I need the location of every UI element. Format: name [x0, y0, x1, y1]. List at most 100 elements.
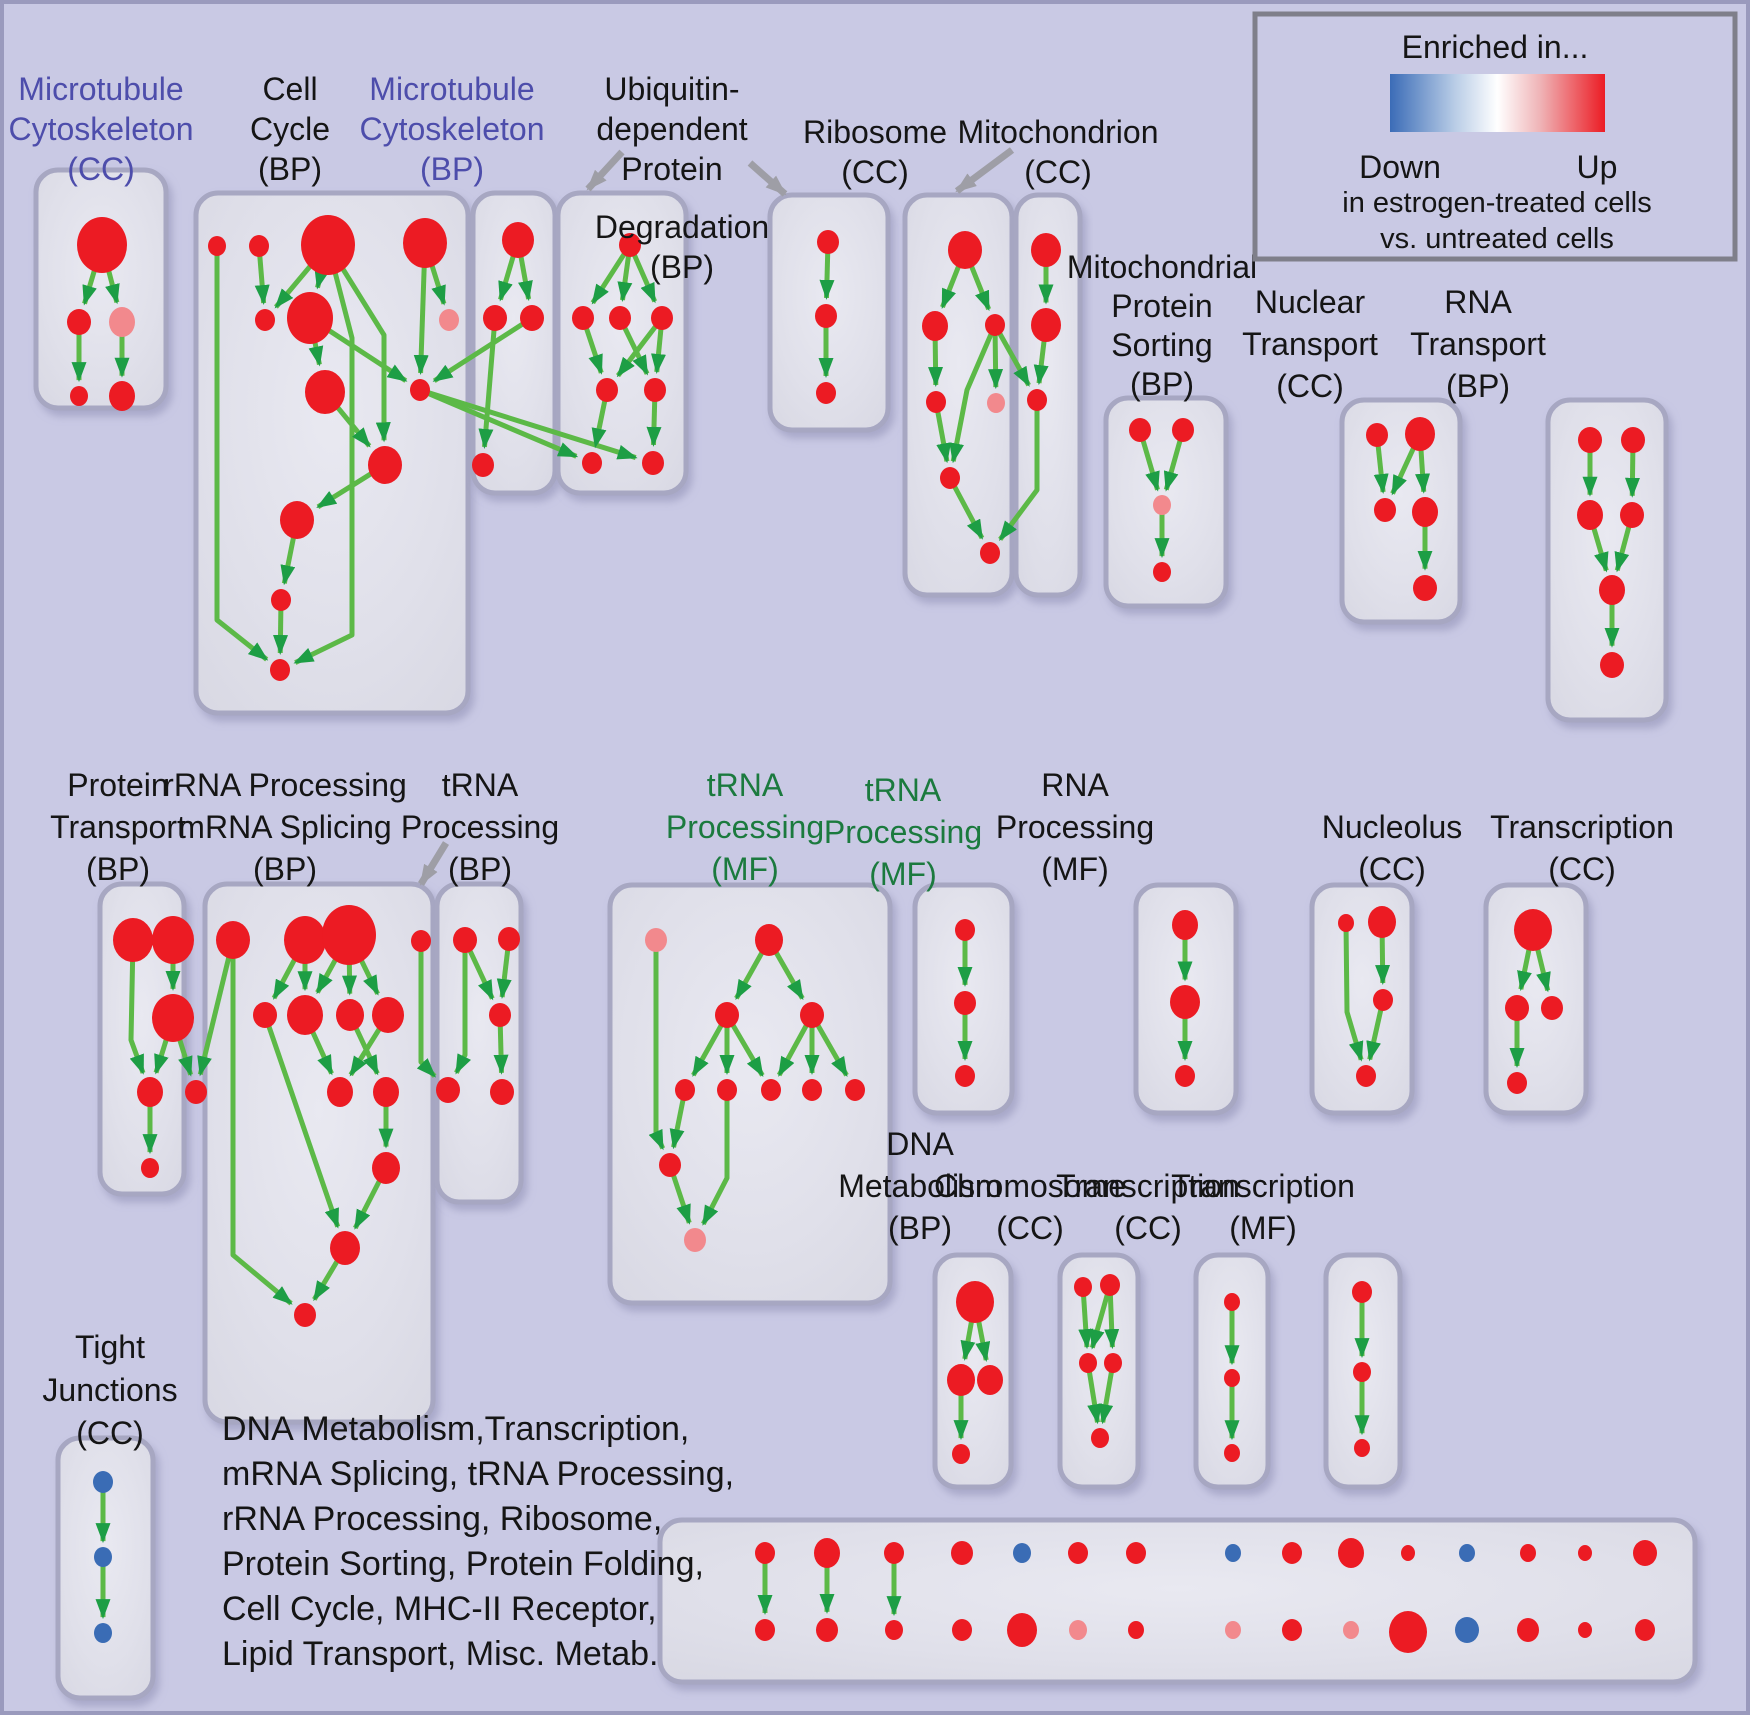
- node-cc5: [255, 309, 275, 331]
- box-microtubule-cc: [33, 167, 169, 411]
- edge-rrJ-tb4: [416, 941, 437, 1078]
- node-tc2: [1505, 995, 1529, 1021]
- node-w4t: [951, 1541, 973, 1565]
- node-w2b: [816, 1618, 838, 1642]
- node-cc12: [271, 589, 291, 611]
- legend-box: [1252, 11, 1738, 262]
- node-w11b: [1389, 1611, 1427, 1653]
- node-ubc1: [817, 230, 839, 254]
- node-pm7: [761, 1079, 781, 1101]
- node-cc11: [280, 501, 314, 539]
- node-w6t: [1068, 1542, 1088, 1564]
- node-w3t: [884, 1542, 904, 1564]
- node-tg2: [1224, 1369, 1240, 1387]
- label-ubiquitin-degradation-a: Ubiquitin-dependent Protein: [596, 71, 747, 187]
- node-pt1: [113, 918, 153, 962]
- label-microtubule-bp: Microtubule Cytoskeleton (BP): [360, 71, 545, 187]
- edge-tb1-tb4: [454, 940, 471, 1075]
- node-rt3: [1577, 500, 1603, 530]
- edge-mtb3-cc9: [432, 315, 534, 383]
- node-w6b: [1069, 1620, 1087, 1640]
- node-cc3: [301, 215, 355, 275]
- edge-pt1-pt4: [128, 939, 146, 1075]
- node-ch2: [1100, 1274, 1120, 1296]
- node-rrE: [185, 1080, 207, 1104]
- node-tb2: [498, 927, 520, 951]
- node-w5b: [1007, 1613, 1037, 1647]
- node-ub1: [619, 233, 641, 257]
- node-cc2: [249, 235, 269, 257]
- node-rrO: [327, 1077, 353, 1107]
- label-mitochondrion: Mitochondrion (CC): [958, 114, 1159, 190]
- node-rt2: [1621, 427, 1645, 453]
- node-mtb3: [520, 305, 544, 331]
- node-cc4: [403, 218, 447, 268]
- node-ubc2: [815, 304, 837, 328]
- node-w8b: [1225, 1621, 1241, 1639]
- label-ubiquitin-degradation-b: Degradation (BP): [595, 209, 769, 285]
- node-pm10: [659, 1153, 681, 1177]
- edge-mtb2-mtb4: [478, 317, 498, 449]
- node-ub4: [651, 306, 673, 330]
- node-cc8: [305, 370, 345, 414]
- edge-cc9-ub7: [419, 387, 579, 459]
- node-w13b: [1517, 1618, 1539, 1642]
- box-mixed-singletons: [657, 1517, 1698, 1685]
- node-pt5: [141, 1158, 159, 1178]
- node-tc3: [1541, 996, 1563, 1020]
- legend-subtitle-2: vs. untreated cells: [1380, 223, 1614, 255]
- node-tb3: [489, 1003, 511, 1027]
- edge-rb3-mi3: [992, 323, 1031, 387]
- node-w9b: [1282, 1619, 1302, 1641]
- annotation-arrow-ubiquitin-right: [747, 160, 788, 197]
- node-tc4: [1507, 1072, 1527, 1094]
- node-rrR: [330, 1231, 360, 1265]
- node-w10b: [1343, 1621, 1359, 1639]
- node-rrJ: [411, 930, 431, 952]
- node-w15b: [1635, 1619, 1655, 1641]
- node-rt5: [1599, 575, 1625, 605]
- node-tm1: [1352, 1281, 1372, 1303]
- node-pt3: [152, 994, 194, 1042]
- node-rb4: [926, 391, 946, 413]
- label-trna-processing-mf-2: tRNA Processing (MF): [824, 772, 982, 892]
- node-ch1: [1074, 1277, 1092, 1297]
- node-w7b: [1128, 1621, 1144, 1639]
- node-a3: [109, 307, 135, 337]
- node-tb5: [490, 1079, 514, 1105]
- label-tight-junctions: Tight Junctions (CC): [42, 1329, 177, 1451]
- label-ribosome: Ribosome (CC): [803, 114, 947, 190]
- node-nt1: [1366, 423, 1388, 447]
- node-ub5: [596, 378, 618, 402]
- edge-ub4-ub5: [616, 316, 664, 378]
- label-nuclear-transport: Nuclear Transport (CC): [1242, 284, 1378, 404]
- edge-ch1-ch3: [1078, 1286, 1094, 1350]
- edge-mi3-rb7: [998, 400, 1040, 541]
- annotation-arrow-mitochondrion: [954, 147, 1015, 194]
- label-transcription-cc: Transcription (CC): [1056, 1168, 1240, 1246]
- node-w8t: [1225, 1544, 1241, 1562]
- node-tj3: [94, 1623, 112, 1643]
- node-w7t: [1126, 1542, 1146, 1564]
- node-rrP: [373, 1077, 399, 1107]
- edge-ch3-ch5: [1085, 1362, 1103, 1425]
- node-mtb4: [472, 453, 494, 477]
- edge-nu1-nu4: [1343, 922, 1364, 1062]
- edge-rrG-rrS: [230, 940, 293, 1306]
- label-trna-processing-bp: tRNA Processing (BP): [401, 767, 559, 887]
- label-microtubule-cc: Microtubule Cytoskeleton (CC): [9, 71, 194, 187]
- box-microtubule-bp: [470, 190, 558, 496]
- node-pm9: [845, 1079, 865, 1101]
- node-w14t: [1578, 1545, 1592, 1561]
- node-tb4: [436, 1077, 460, 1103]
- node-mp1: [1129, 418, 1151, 442]
- node-mi3: [1027, 389, 1047, 411]
- node-tj2: [94, 1547, 112, 1567]
- node-cc6: [287, 292, 333, 344]
- box-trna-processing-bp: [434, 881, 524, 1205]
- node-tm3: [1354, 1439, 1370, 1457]
- node-cc13: [270, 659, 290, 681]
- node-mp4: [1153, 562, 1171, 582]
- node-w9t: [1282, 1542, 1302, 1564]
- box-rrna-processing-mrna-splicing: [202, 881, 436, 1425]
